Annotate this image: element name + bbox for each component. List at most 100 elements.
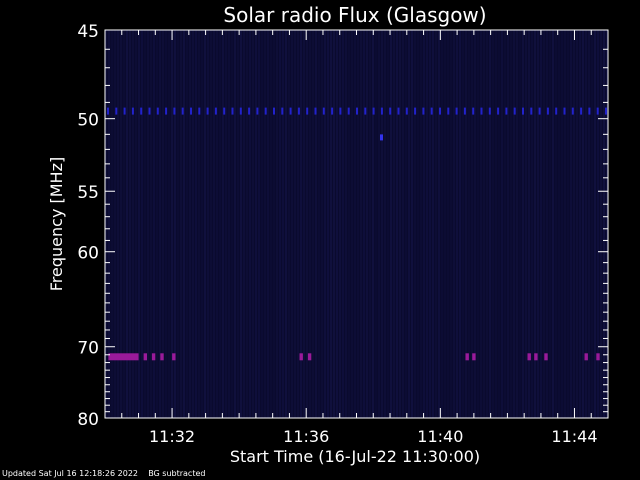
noise-stripe [132,30,134,418]
noise-stripe [507,30,509,418]
noise-stripe [207,30,209,418]
noise-stripe [270,30,272,418]
emission-segment [534,353,538,361]
noise-stripe [516,30,518,418]
noise-stripe [219,30,221,418]
interference-mark [571,107,574,115]
emission-segment [584,353,588,361]
interference-mark [546,107,549,115]
noise-stripe [456,30,458,418]
noise-stripe [375,30,377,418]
noise-stripe [204,30,206,418]
noise-stripe [546,30,548,418]
noise-stripe [570,30,572,418]
interference-mark [580,107,583,115]
noise-stripe [438,30,440,418]
noise-stripe [183,30,185,418]
noise-stripe [171,30,173,418]
noise-stripe [468,30,470,418]
bg-subtracted-note: BG subtracted [148,469,206,478]
noise-stripe [342,30,344,418]
interference-mark [563,107,566,115]
interference-mark [165,107,168,115]
interference-mark [372,107,375,115]
noise-stripe [108,30,110,418]
noise-stripe [282,30,284,418]
interference-mark [430,107,433,115]
y-tick-label: 55 [77,183,99,203]
y-tick-label: 80 [77,410,99,430]
noise-stripe [162,30,164,418]
noise-stripe [453,30,455,418]
noise-stripe [141,30,143,418]
noise-stripe [126,30,128,418]
noise-stripe [297,30,299,418]
noise-stripe [348,30,350,418]
interference-mark [439,107,441,115]
y-axis: 45 50 55 60 70 80 [77,22,608,430]
noise-stripe [129,30,131,418]
noise-stripe [210,30,212,418]
x-axis-label: Start Time (16-Jul-22 11:30:00) [230,447,480,466]
noise-stripe [582,30,584,418]
noise-stripe [114,30,116,418]
noise-stripe [585,30,587,418]
noise-stripe [393,30,395,418]
noise-stripe [603,30,605,418]
noise-stripe [435,30,437,418]
interference-mark [356,107,358,115]
noise-stripe [105,30,107,418]
noise-stripe [606,30,608,418]
noise-stripe [513,30,515,418]
noise-stripe [252,30,254,418]
interference-mark [364,107,367,115]
noise-stripe [594,30,596,418]
noise-stripe [255,30,257,418]
interference-mark [463,107,466,115]
x-tick-label: 11:44 [551,427,597,446]
noise-stripe [138,30,140,418]
noise-stripe [330,30,332,418]
x-tick-label: 11:32 [149,427,195,446]
noise-stripe [561,30,563,418]
noise-stripe [192,30,194,418]
noise-stripe [510,30,512,418]
noise-stripe [360,30,362,418]
emission-features [107,107,607,361]
noise-stripe [597,30,599,418]
interference-mark [306,107,309,115]
emission-segment [596,353,600,361]
interference-mark [380,107,383,115]
noise-stripe [495,30,497,418]
noise-stripe [489,30,491,418]
noise-stripe [303,30,305,418]
noise-stripe [264,30,266,418]
interference-mark [331,107,334,115]
noise-stripe [258,30,260,418]
noise-stripe [216,30,218,418]
interference-mark [397,107,400,115]
noise-stripe [402,30,404,418]
interference-mark [405,107,408,115]
noise-stripe [243,30,245,418]
noise-stripe [345,30,347,418]
interference-mark [198,107,201,115]
emission-spot [380,134,383,141]
noise-stripe [477,30,479,418]
noise-stripe [324,30,326,418]
noise-stripe [312,30,314,418]
interference-mark [206,107,209,115]
noise-stripe [225,30,227,418]
interference-mark [339,107,342,115]
noise-stripe [591,30,593,418]
noise-stripe [285,30,287,418]
y-tick-label: 60 [77,244,99,264]
interference-mark [264,107,267,115]
plot-background [105,30,608,418]
noise-stripe [156,30,158,418]
noise-stripe [279,30,281,418]
chart-title: Solar radio Flux (Glasgow) [223,3,486,27]
noise-stripe [501,30,503,418]
noise-stripe [540,30,542,418]
noise-stripe [405,30,407,418]
